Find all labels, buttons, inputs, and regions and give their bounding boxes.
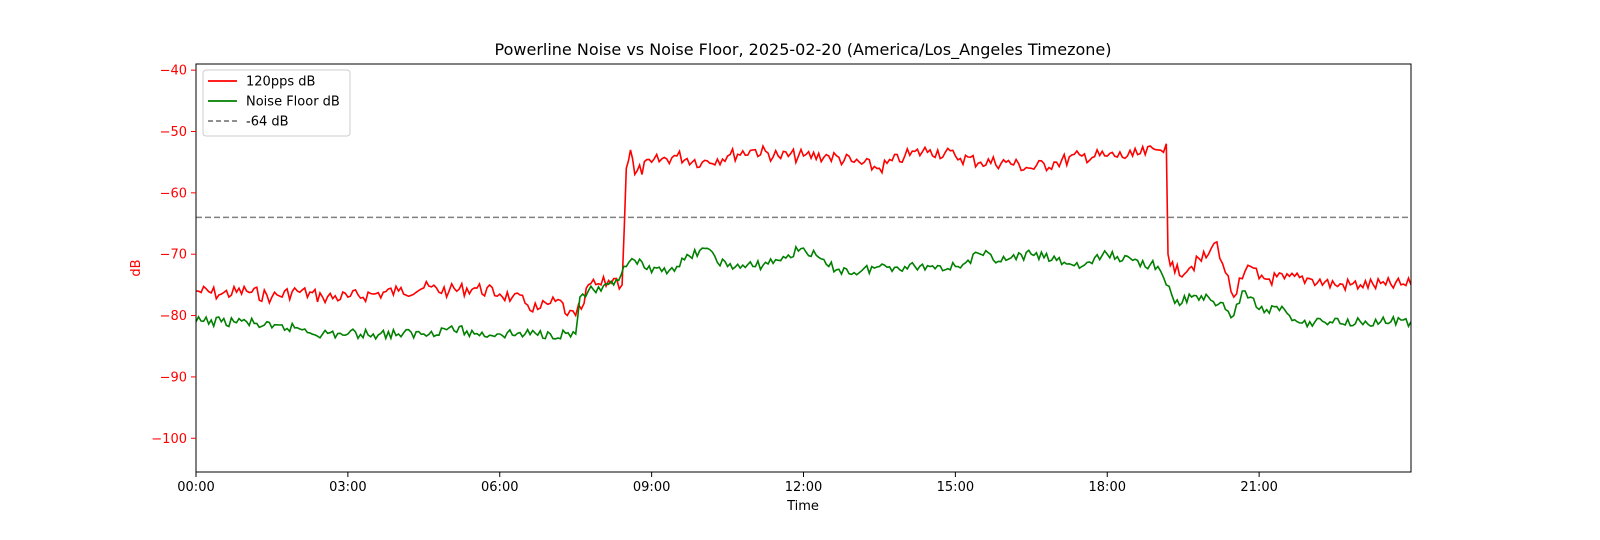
x-tick-label: 15:00 [937,480,974,495]
x-axis: 00:00 03:00 06:00 09:00 12:00 15:00 18:00 21:00 [177,472,1278,495]
y-tick-label: −80 [160,309,187,324]
x-tick-label: 03:00 [329,480,366,495]
x-tick-label: 06:00 [481,480,518,495]
series-line-2 [196,244,1411,341]
y-tick-label: −60 [160,186,187,201]
y-tick-label: −50 [160,125,187,140]
series-line-1 [196,143,1411,318]
x-tick-label: 12:00 [785,480,822,495]
legend-box [202,69,351,137]
legend-entry-threshold-label: -64 dB [246,115,289,130]
x-tick-label: 00:00 [177,480,214,495]
y-axis: −40 −50 −60 −70 −80 −90 −100 [151,64,196,447]
y-tick-label: −70 [160,248,187,263]
legend-entry-noise-label: 120pps dB [246,75,315,90]
legend-entry-floor-label: Noise Floor dB [246,95,340,110]
y-tick-label: −100 [151,432,187,447]
y-axis-label: dB [129,259,144,276]
y-tick-label: −90 [160,370,187,385]
legend: 120pps dB Noise Floor dB -64 dB [202,69,351,137]
plot-frame [195,63,1412,473]
chart-title: Powerline Noise vs Noise Floor, 2025-02-… [495,40,1112,60]
x-tick-label: 18:00 [1089,480,1126,495]
x-axis-label: Time [786,499,819,514]
x-tick-label: 21:00 [1240,480,1277,495]
x-tick-label: 09:00 [633,480,670,495]
y-tick-label: −40 [160,64,187,79]
